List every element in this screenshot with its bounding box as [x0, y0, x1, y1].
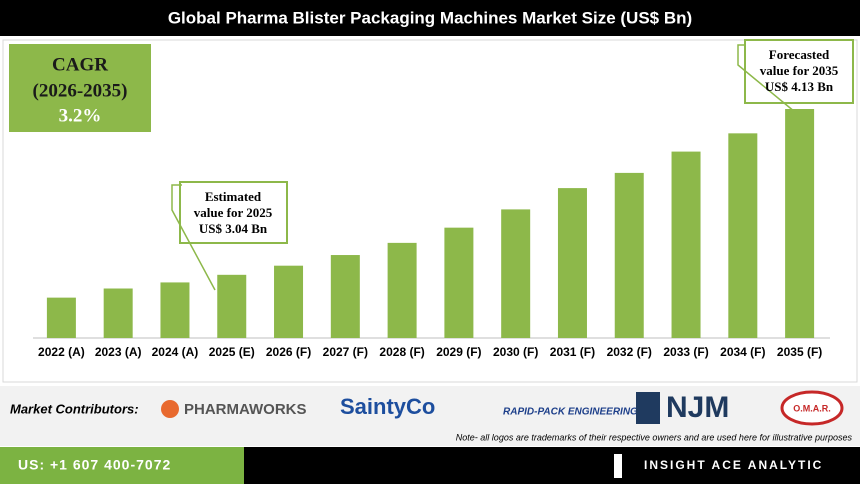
callout-line: [737, 44, 796, 113]
bar: [387, 242, 417, 338]
x-tick-label: 2022 (A): [38, 345, 85, 359]
bar: [330, 255, 360, 338]
callout-box: [744, 39, 854, 104]
x-tick-label: 2032 (F): [607, 345, 652, 359]
bar: [501, 209, 531, 338]
logo-icon: [161, 400, 179, 418]
bar: [103, 288, 133, 338]
logo-icon: [636, 392, 660, 424]
bar: [614, 172, 644, 338]
contributors-label: Market Contributors:: [10, 401, 139, 416]
title-bar: [0, 0, 860, 36]
bar: [160, 282, 190, 338]
phone-box: [0, 447, 244, 484]
bar: [557, 188, 587, 338]
cagr-period: (2026-2035): [33, 80, 128, 101]
note: Note- all logos are trademarks of their …: [456, 432, 853, 442]
logo-icon: [780, 390, 844, 426]
x-tick-label: 2028 (F): [379, 345, 424, 359]
bar: [671, 151, 701, 338]
x-tick-label: 2024 (A): [152, 345, 199, 359]
cagr-box: [9, 44, 151, 132]
callout-line: [171, 184, 216, 291]
x-tick-label: 2033 (F): [663, 345, 708, 359]
x-tick-label: 2035 (F): [777, 345, 822, 359]
x-tick-label: 2026 (F): [266, 345, 311, 359]
brand: INSIGHT ACE ANALYTIC: [644, 458, 823, 472]
x-tick-label: 2031 (F): [550, 345, 595, 359]
brand-icon: [614, 454, 622, 478]
chart-frame: [2, 39, 858, 383]
x-tick-label: 2030 (F): [493, 345, 538, 359]
chart-title: Global Pharma Blister Packaging Machines…: [168, 8, 692, 27]
cagr-label: CAGR: [52, 54, 108, 75]
x-tick-label: 2025 (E): [209, 345, 255, 359]
annotation: Forecasted: [769, 47, 830, 62]
x-tick-label: 2029 (F): [436, 345, 481, 359]
logo: PHARMAWORKS: [184, 401, 307, 418]
annotation: Estimated: [205, 189, 262, 204]
x-tick-label: 2027 (F): [323, 345, 368, 359]
contributors-band: [0, 386, 860, 446]
phone: US: +1 607 400-7072: [18, 457, 171, 473]
bar: [274, 265, 304, 338]
logo: NJM: [666, 391, 729, 424]
logo: O.M.A.R.: [793, 403, 831, 413]
annotation: value for 2035: [760, 63, 839, 78]
annotation: US$ 3.04 Bn: [199, 221, 268, 236]
cagr-value: 3.2%: [59, 105, 102, 126]
logo: SaintyCo: [340, 394, 435, 419]
bar: [217, 274, 247, 338]
bar: [785, 109, 815, 338]
x-tick-label: 2023 (A): [95, 345, 142, 359]
callout-box: [179, 181, 288, 244]
bar: [46, 297, 76, 338]
x-tick-label: 2034 (F): [720, 345, 765, 359]
annotation: value for 2025: [194, 205, 273, 220]
annotation: US$ 4.13 Bn: [765, 79, 834, 94]
logo: RAPID-PACK ENGINEERING: [503, 407, 638, 418]
bar: [728, 133, 758, 338]
bar: [444, 227, 474, 338]
